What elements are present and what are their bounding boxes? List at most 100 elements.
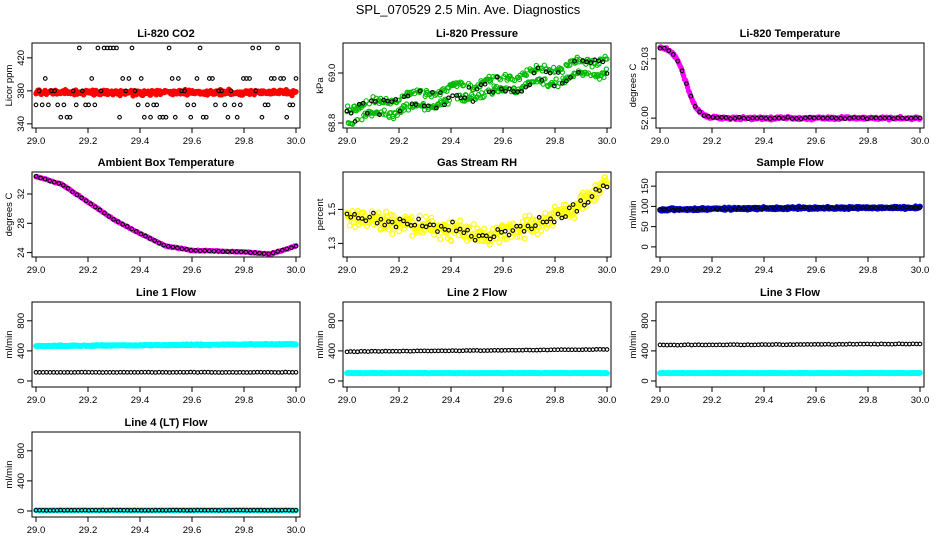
pressure-point	[603, 66, 610, 72]
pressure-point	[604, 56, 610, 62]
pressure-ylabel: kPa	[315, 77, 326, 94]
pressure-point	[531, 79, 537, 85]
sample-point	[715, 206, 720, 212]
co2-point	[188, 114, 194, 120]
co2-point	[284, 114, 290, 120]
rh-point	[601, 174, 608, 181]
pressure-point	[553, 76, 559, 82]
rh-point	[416, 216, 421, 222]
co2-point	[182, 88, 187, 94]
sample-point	[785, 205, 791, 211]
co2-xtick-label: 30.0	[287, 136, 306, 147]
rh-point	[571, 215, 578, 221]
pressure-point	[527, 82, 533, 88]
co2-point	[67, 114, 73, 120]
line2-xtick-label: 30.0	[598, 395, 617, 406]
pressure-point	[596, 58, 602, 64]
co2-xtick-label: 29.0	[27, 136, 46, 147]
pressure-point	[604, 71, 610, 76]
sample-point	[838, 205, 843, 210]
line3-xtick-label: 29.0	[651, 395, 670, 406]
pressure-point	[450, 93, 455, 99]
ambient-point	[42, 176, 48, 182]
ambient-point	[220, 249, 226, 254]
temp-point	[833, 116, 839, 121]
temp-xtick-label: 29.2	[703, 136, 722, 147]
sample-point	[900, 205, 905, 211]
line1-series-0	[33, 340, 299, 350]
temp-point	[706, 114, 711, 119]
pressure-point	[572, 58, 577, 64]
ambient-point	[202, 248, 208, 253]
line3-series-0	[657, 369, 923, 377]
temp-xtick-label: 29.6	[807, 136, 826, 147]
rh-point	[400, 225, 407, 232]
ambient-point	[88, 201, 94, 207]
pressure-point	[494, 74, 500, 80]
rh-point	[431, 231, 438, 238]
pressure-point	[584, 59, 590, 65]
sample-xtick-label: 29.8	[859, 265, 878, 276]
sample-point	[710, 206, 716, 212]
rh-point	[412, 222, 418, 228]
ambient-point	[106, 214, 112, 219]
temp-point	[772, 115, 777, 121]
sample-point	[820, 206, 826, 211]
rh-point	[423, 224, 429, 230]
temp-point	[728, 116, 733, 121]
line1-xtick-label: 29.0	[27, 395, 46, 406]
rh-point	[446, 227, 452, 233]
pressure-point	[446, 97, 453, 103]
rh-point	[378, 216, 384, 222]
sample-point	[913, 205, 918, 211]
pressure-point	[429, 90, 435, 95]
rh-xtick-label: 30.0	[598, 265, 617, 276]
temp-point	[864, 116, 870, 122]
co2-point	[132, 88, 138, 94]
pressure-point	[417, 88, 423, 94]
pressure-point	[393, 97, 399, 102]
pressure-point	[373, 99, 378, 104]
temp-point	[662, 45, 667, 51]
line4-ylabel: ml/min	[4, 461, 15, 489]
rh-point	[532, 216, 539, 223]
co2-point	[250, 45, 256, 51]
ambient-point	[206, 248, 212, 254]
rh-point	[363, 218, 369, 224]
sample-point	[706, 206, 711, 212]
pressure-title: Li-820 Pressure	[436, 28, 518, 40]
co2-point	[33, 102, 39, 108]
co2-point	[281, 76, 286, 81]
pressure-point	[363, 98, 369, 104]
ambient-point	[92, 204, 98, 210]
rh-point	[453, 228, 459, 234]
rh-point	[461, 230, 467, 236]
ambient-point	[79, 195, 84, 201]
temp-point	[679, 68, 685, 74]
line4-xtick-label: 30.0	[287, 525, 306, 536]
co2-ytick-label: 340	[16, 116, 27, 132]
temp-point	[807, 115, 813, 120]
rh-point	[544, 219, 550, 225]
co2-ylabel: Licor ppm	[4, 65, 15, 107]
sample-ytick-label: 50	[640, 221, 651, 232]
ambient-point	[129, 226, 135, 232]
pressure-point	[507, 73, 513, 79]
ambient-point	[111, 217, 116, 222]
temp-xtick-label: 29.0	[651, 136, 670, 147]
sample-point	[750, 205, 755, 211]
pressure-point	[434, 105, 439, 111]
rh-point	[389, 231, 396, 238]
line2-ytick-label: 800	[327, 313, 338, 329]
rh-point	[548, 216, 553, 222]
line1-xtick-label: 29.6	[183, 395, 202, 406]
pressure-point	[446, 95, 451, 101]
line3-plot-box	[655, 301, 925, 388]
rh-point	[462, 231, 468, 238]
co2-point	[290, 102, 296, 108]
ambient-point	[216, 248, 221, 254]
pressure-point	[381, 107, 387, 113]
pressure-point	[442, 102, 447, 108]
rh-point	[352, 211, 357, 217]
temp-point	[666, 48, 672, 53]
